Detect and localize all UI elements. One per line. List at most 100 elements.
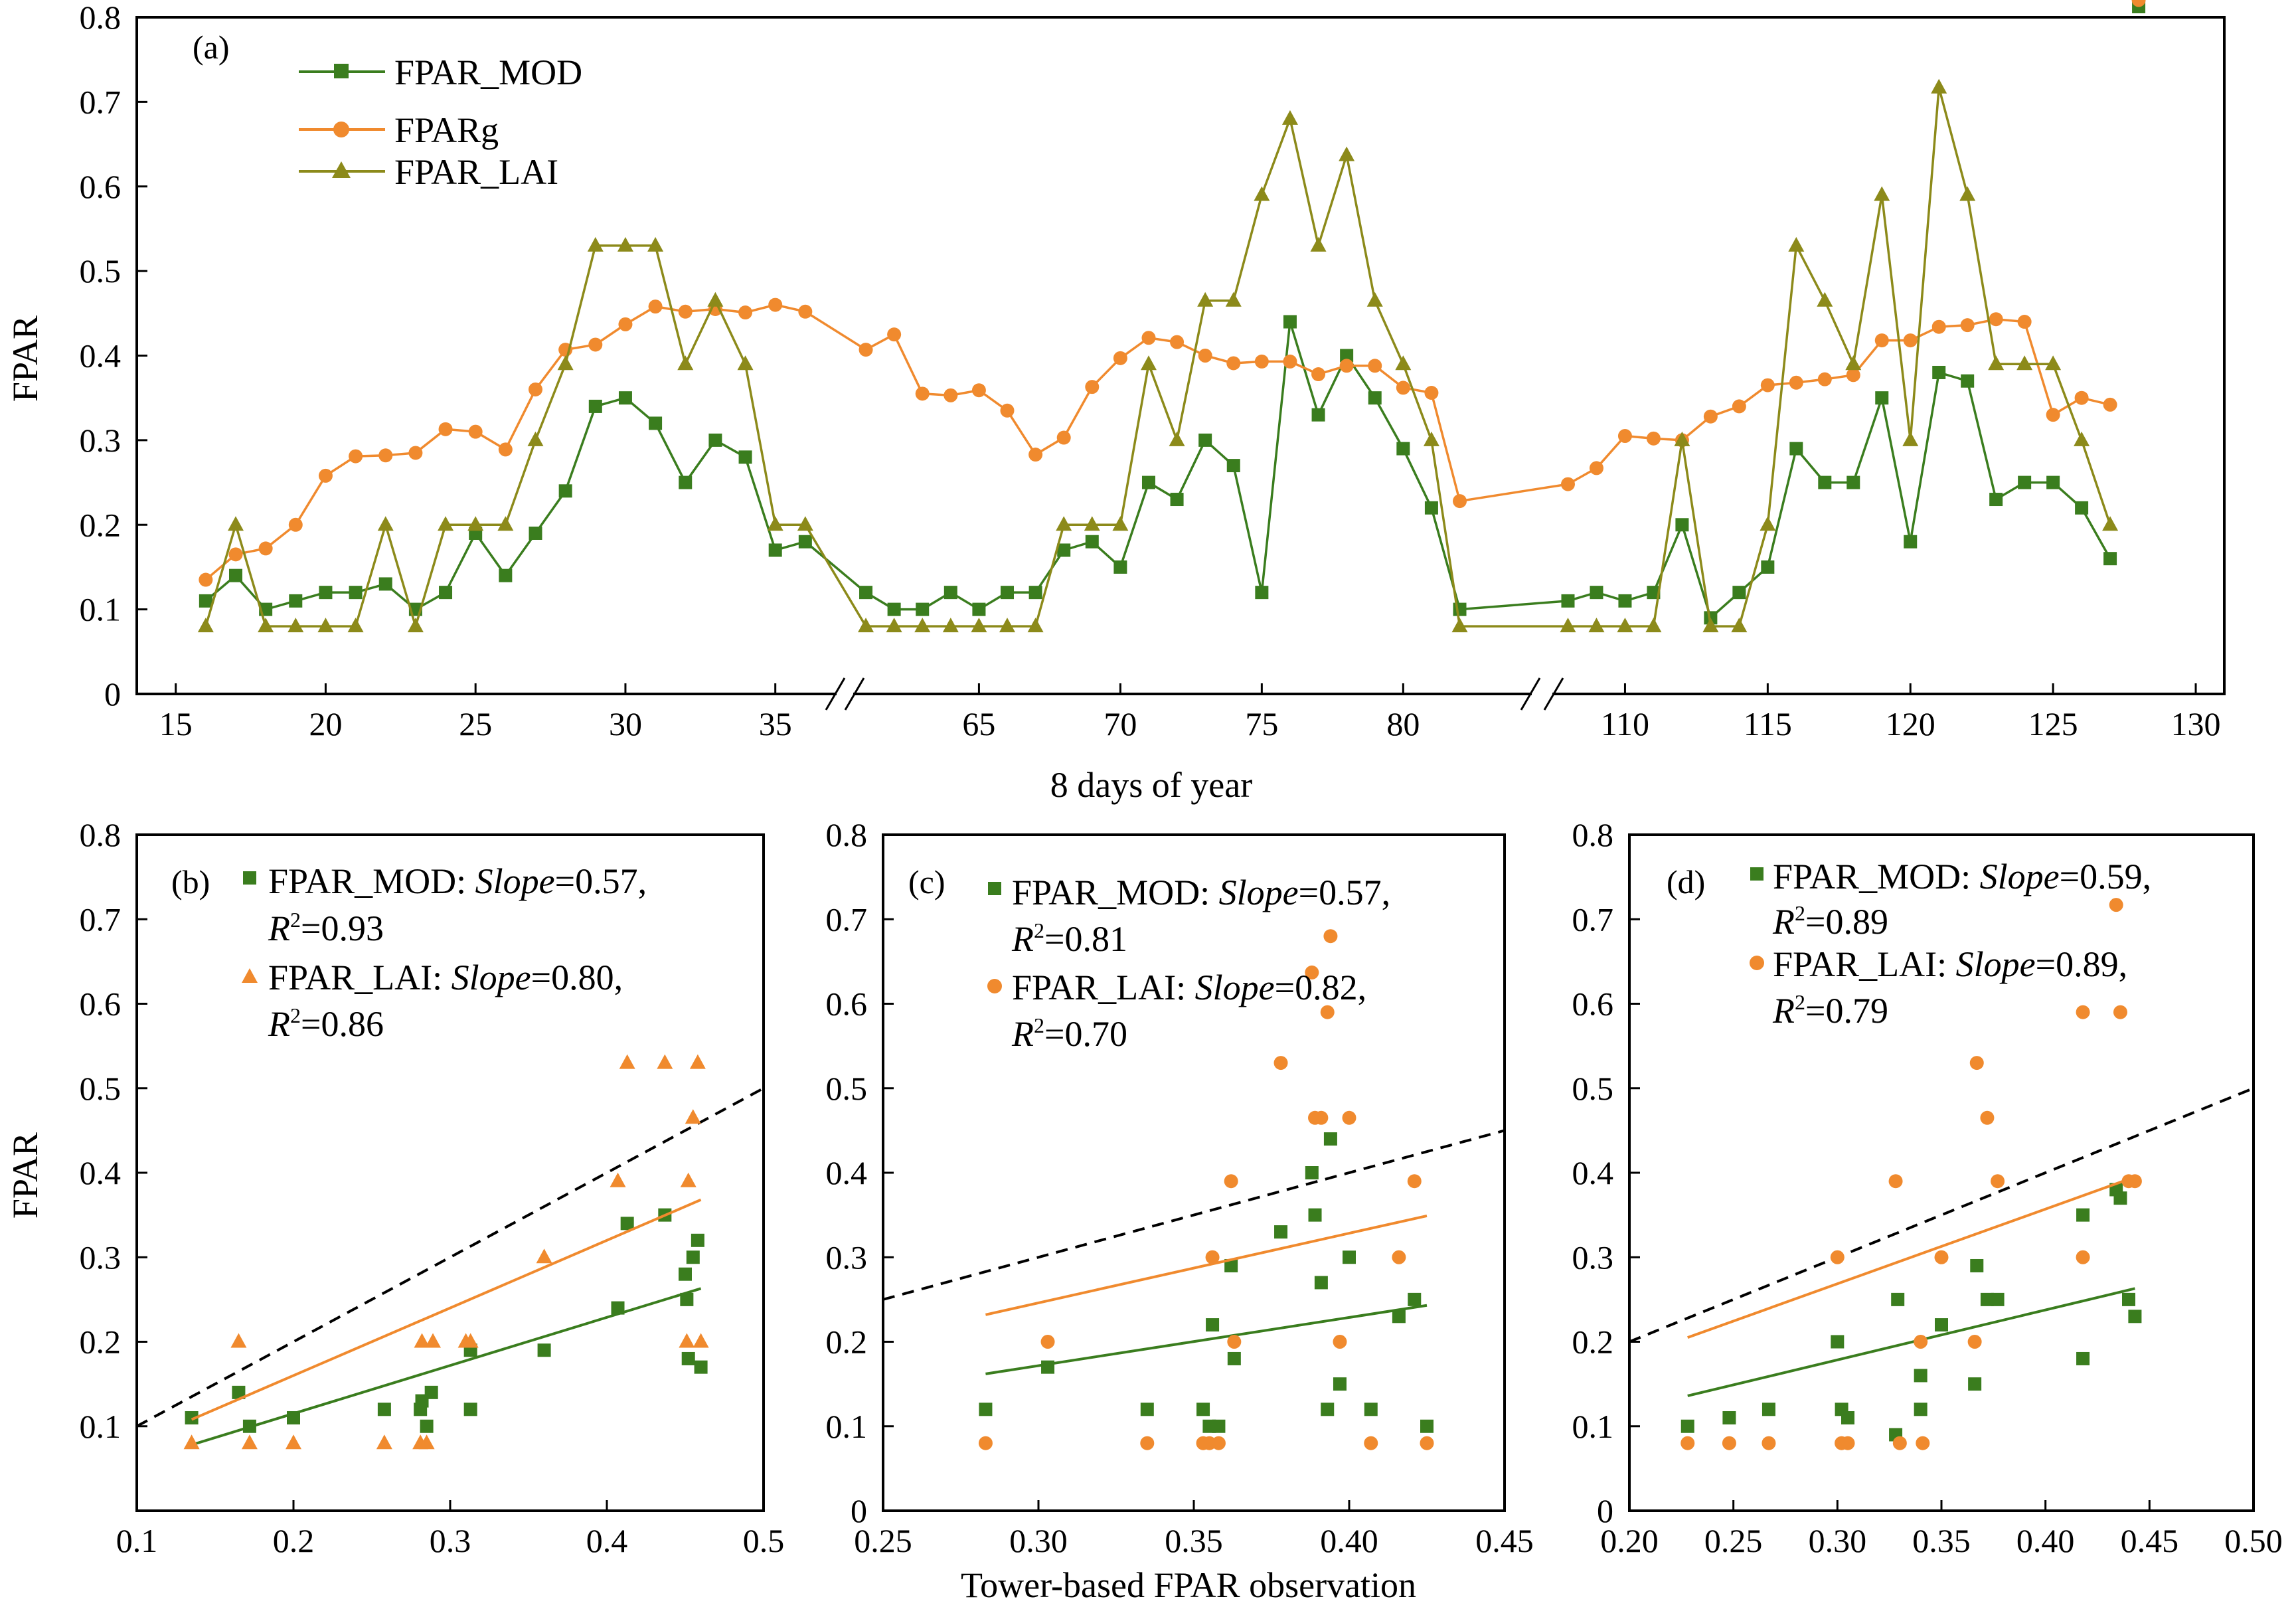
point-fparg bbox=[1931, 319, 1946, 334]
point-fpar_lai bbox=[1645, 618, 1662, 633]
panel-b-point-fpar_lai bbox=[679, 1333, 695, 1348]
point-fpar_lai bbox=[1281, 110, 1298, 125]
panel-d-point-fpar_lai bbox=[1888, 1174, 1903, 1189]
point-fpar_mod bbox=[1989, 493, 2003, 507]
point-fparg bbox=[1113, 351, 1127, 365]
panel-a-ytick-label: 0.4 bbox=[80, 337, 122, 375]
point-fpar_mod bbox=[1368, 391, 1382, 405]
panel-c-xtick-label: 0.30 bbox=[1009, 1522, 1068, 1559]
panel-c-point-fpar_mod bbox=[1323, 1132, 1337, 1146]
panel-a-xtick-label: 15 bbox=[159, 705, 193, 742]
panel-c-point-fpar_lai bbox=[1420, 1436, 1434, 1450]
point-fpar_lai bbox=[1560, 618, 1576, 633]
panel-b-point-fpar_mod bbox=[463, 1403, 477, 1416]
panel-d-point-fpar_lai bbox=[2076, 1005, 2090, 1019]
panel-c-fit-fpar_lai bbox=[985, 1214, 1428, 1316]
panel-b-point-fpar_mod bbox=[377, 1403, 391, 1416]
legend-d-mod-marker bbox=[1750, 867, 1763, 881]
panel-d-ytick-label: 0.3 bbox=[1572, 1238, 1614, 1276]
legend-d-lai-text: FPAR_LAI: Slope=0.89, bbox=[1773, 944, 2127, 984]
legend-c-mod-slope: 0.57 bbox=[1319, 873, 1382, 912]
panel-b-one-to-one-line bbox=[136, 1086, 764, 1428]
point-fpar_lai bbox=[1760, 516, 1776, 531]
point-fpar_mod bbox=[1818, 475, 1832, 489]
point-fpar_mod bbox=[319, 586, 333, 600]
point-fpar_lai bbox=[2102, 516, 2119, 531]
point-fpar_lai bbox=[377, 516, 394, 531]
point-fpar_mod bbox=[1340, 349, 1354, 363]
panel-b-point-fpar_mod bbox=[679, 1267, 692, 1281]
panel-c-point-fpar_lai bbox=[1040, 1335, 1055, 1349]
panel-d-point-fpar_mod bbox=[1935, 1318, 1948, 1332]
panel-d-point-fpar_mod bbox=[1914, 1369, 1927, 1383]
point-fpar_lai bbox=[467, 516, 484, 531]
point-fpar_mod bbox=[439, 586, 453, 600]
panel-c-xtick-label: 0.25 bbox=[854, 1522, 912, 1559]
point-fparg bbox=[1646, 431, 1661, 446]
point-fpar_lai bbox=[1959, 186, 1976, 201]
panel-d-point-fpar_lai bbox=[2076, 1250, 2090, 1264]
panel-c-point-fpar_mod bbox=[1392, 1310, 1406, 1323]
point-fpar_mod bbox=[558, 484, 572, 498]
point-fpar_mod bbox=[1001, 586, 1015, 600]
panel-a-break-mark bbox=[844, 677, 865, 711]
panel-c-point-fpar_mod bbox=[1227, 1351, 1241, 1365]
panel-a-xtick-label: 115 bbox=[1744, 705, 1792, 742]
panel-c-point-fpar_mod bbox=[1224, 1258, 1238, 1272]
point-fparg bbox=[768, 298, 783, 312]
point-fparg bbox=[258, 541, 273, 556]
panel-c-point-fpar_lai bbox=[1407, 1174, 1422, 1189]
point-fpar_lai bbox=[707, 292, 724, 307]
panel-b-point-fpar_lai bbox=[230, 1333, 247, 1348]
panel-b-frame bbox=[135, 833, 765, 1512]
panel-c-ytick-label: 0.4 bbox=[826, 1154, 868, 1191]
panel-d-legend: FPAR_MOD: Slope=0.59, R2=0.89 FPAR_LAI: … bbox=[1750, 857, 2151, 1031]
panel-d-point-fpar_lai bbox=[2109, 898, 2123, 912]
panel-b-point-fpar_mod bbox=[680, 1292, 694, 1306]
panel-b-xtick-label: 0.2 bbox=[273, 1522, 315, 1559]
point-fparg bbox=[1056, 430, 1071, 445]
point-fpar_mod bbox=[1141, 475, 1155, 489]
point-fpar_mod bbox=[289, 594, 303, 608]
panel-b-point-fpar_lai bbox=[418, 1434, 435, 1450]
panel-d-point-fpar_lai bbox=[1681, 1436, 1695, 1450]
point-fpar_mod bbox=[499, 568, 513, 582]
point-fparg bbox=[1703, 409, 1718, 424]
panel-a-ytick-label: 0.8 bbox=[80, 0, 122, 36]
panel-a-axis-breaks bbox=[825, 677, 1564, 711]
legend-d-mod-r2: R2=0.89 bbox=[1772, 901, 1888, 942]
panel-b-point-fpar_lai bbox=[286, 1434, 301, 1450]
point-fpar_lai bbox=[1588, 618, 1605, 633]
point-fpar_lai bbox=[1788, 236, 1805, 252]
point-fpar_lai bbox=[1451, 618, 1468, 633]
point-fpar_lai bbox=[1310, 236, 1327, 252]
panel-b-plot: 0.1 0.2 0.3 0.4 0.5 0.6 0.7 0.8 0.1 0.2 0.3 0.4 0.5 bbox=[80, 816, 785, 1559]
point-fpar_lai bbox=[1112, 516, 1129, 531]
panel-d-point-fpar_lai bbox=[2113, 1005, 2127, 1019]
point-fpar_mod bbox=[887, 602, 901, 616]
point-fparg bbox=[971, 383, 986, 398]
panel-c-point-fpar_mod bbox=[1305, 1166, 1319, 1179]
point-fparg bbox=[1560, 477, 1575, 491]
panel-d-point-fpar_lai bbox=[1722, 1436, 1736, 1450]
panel-a-ticks: 0 0.1 0.2 0.3 0.4 0.5 0.6 0.7 0.8 15 20 25 30 35 65 70 7… bbox=[80, 0, 2221, 742]
point-fpar_mod bbox=[1028, 586, 1042, 600]
point-fpar_mod bbox=[1424, 501, 1438, 515]
panel-d-ytick-label: 0.6 bbox=[1572, 985, 1614, 1023]
point-fpar_mod bbox=[738, 450, 752, 464]
panel-c-point-fpar_mod bbox=[1343, 1250, 1356, 1264]
panel-c-point-fpar_mod bbox=[1321, 1403, 1335, 1416]
point-fpar_lai bbox=[497, 516, 514, 531]
panel-c-point-fpar_lai bbox=[1224, 1174, 1238, 1189]
point-fpar_lai bbox=[886, 618, 902, 633]
panel-d-ytick-label: 0.5 bbox=[1572, 1070, 1614, 1107]
panel-a-xtick-label: 120 bbox=[1886, 705, 1935, 742]
point-fpar_lai bbox=[197, 618, 214, 633]
panel-d-point-fpar_mod bbox=[2122, 1292, 2135, 1306]
point-fparg bbox=[1254, 354, 1269, 369]
panel-a-break-gap bbox=[1532, 691, 1552, 698]
point-fpar_mod bbox=[349, 586, 363, 600]
point-fpar_lai bbox=[1874, 186, 1890, 201]
panel-d-point-fpar_lai bbox=[1934, 1250, 1949, 1264]
point-fpar_mod bbox=[1085, 535, 1099, 549]
